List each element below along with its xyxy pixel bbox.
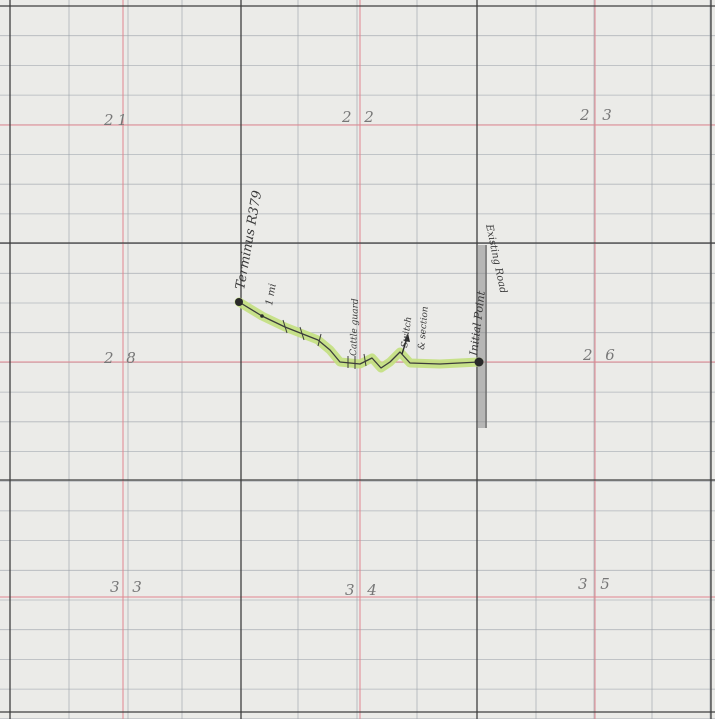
existing-road-shading xyxy=(478,245,487,428)
section-label-28: 2 8 xyxy=(103,349,140,367)
section-label-23: 2 3 xyxy=(579,106,616,124)
route-ticks xyxy=(282,319,367,369)
section-labels: 21 2 2 2 3 2 8 2 6 3 3 3 4 3 5 xyxy=(103,106,619,599)
section-label-33: 3 3 xyxy=(110,578,146,596)
filled-dot-icon xyxy=(235,298,243,306)
route-tick xyxy=(363,353,367,367)
arrow-up-icon xyxy=(401,333,410,355)
route-line xyxy=(238,301,480,369)
cattle-guard-label: Cattle guard xyxy=(349,298,361,356)
section-label-26: 2 6 xyxy=(582,346,619,364)
section-label-35: 3 5 xyxy=(578,575,614,593)
switch-section-label: & section xyxy=(417,306,431,350)
route-tick xyxy=(282,319,288,334)
route-tick xyxy=(317,333,322,347)
section-label-21: 21 xyxy=(103,111,131,129)
route-tick xyxy=(299,326,305,341)
switch-label: Switch xyxy=(400,316,414,348)
mile-marker-dot xyxy=(260,314,264,318)
mile-marker-label: 1 mi xyxy=(264,283,279,307)
section-label-34: 3 4 xyxy=(345,581,381,599)
section-label-22: 2 2 xyxy=(341,108,378,126)
filled-dot-icon xyxy=(474,357,484,367)
